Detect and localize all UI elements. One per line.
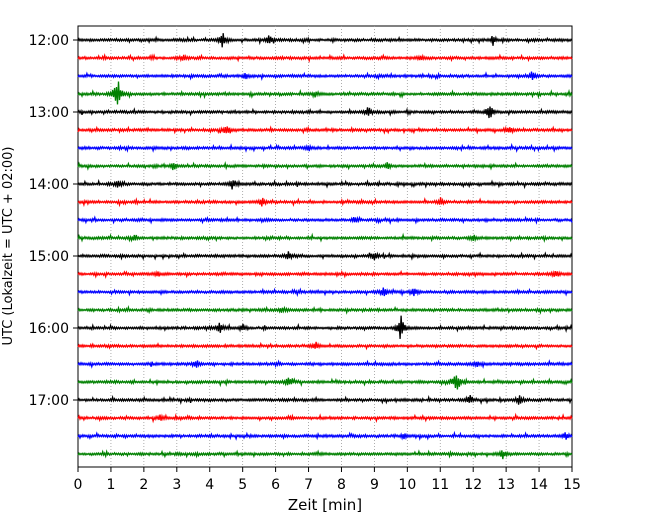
trace-1400 xyxy=(77,178,573,190)
trace-1445 xyxy=(77,232,573,243)
trace-1715 xyxy=(77,412,573,424)
y-tick-label: 17:00 xyxy=(29,393,69,409)
trace-1300 xyxy=(77,106,573,119)
trace-1545 xyxy=(77,305,573,315)
x-tick-label: 2 xyxy=(139,477,148,493)
x-tick-label: 8 xyxy=(337,477,346,493)
y-tick-label: 13:00 xyxy=(29,105,69,121)
trace-layer xyxy=(77,33,573,460)
x-tick-label: 7 xyxy=(304,477,313,493)
x-tick-label: 9 xyxy=(370,477,379,493)
trace-1615 xyxy=(77,341,573,351)
x-tick-label: 10 xyxy=(398,477,416,493)
y-axis: 12:00 13:00 14:00 15:00 16:00 17:00 xyxy=(29,33,78,409)
x-tick-label: 12 xyxy=(464,477,482,493)
x-tick-label: 0 xyxy=(74,477,83,493)
trace-1700 xyxy=(77,394,573,406)
trace-1730 xyxy=(77,430,573,442)
trace-1230 xyxy=(77,71,573,82)
x-tick-label: 15 xyxy=(563,477,581,493)
trace-1500 xyxy=(77,251,573,261)
trace-1315 xyxy=(77,125,573,135)
trace-1530 xyxy=(77,287,573,298)
trace-1745 xyxy=(77,449,573,460)
trace-1330 xyxy=(77,142,573,153)
trace-1630 xyxy=(77,359,573,369)
x-tick-label: 1 xyxy=(106,477,115,493)
x-tick-label: 11 xyxy=(431,477,449,493)
trace-1600 xyxy=(77,315,573,339)
x-tick-label: 5 xyxy=(238,477,247,493)
plot-frame xyxy=(77,25,573,468)
trace-1415 xyxy=(77,196,573,208)
y-tick-label: 15:00 xyxy=(29,249,69,265)
y-tick-label: 12:00 xyxy=(29,33,69,49)
x-axis: 0 1 2 3 4 5 6 7 8 9 10 11 12 13 14 15 xyxy=(74,467,581,493)
y-axis-label: UTC (Lokalzeit = UTC + 02:00) xyxy=(1,147,16,346)
x-axis-label: Zeit [min] xyxy=(288,496,362,514)
trace-1200 xyxy=(77,33,573,48)
trace-1245 xyxy=(77,81,573,105)
trace-1645 xyxy=(77,375,573,390)
trace-1215 xyxy=(77,53,573,63)
x-tick-label: 3 xyxy=(172,477,181,493)
trace-1515 xyxy=(77,269,573,279)
y-tick-label: 14:00 xyxy=(29,177,69,193)
x-tick-label: 6 xyxy=(271,477,280,493)
x-tick-label: 13 xyxy=(497,477,515,493)
x-tick-label: 4 xyxy=(205,477,214,493)
trace-1430 xyxy=(77,215,573,226)
x-tick-label: 14 xyxy=(530,477,548,493)
y-tick-label: 16:00 xyxy=(29,321,69,337)
trace-1345 xyxy=(77,160,573,171)
